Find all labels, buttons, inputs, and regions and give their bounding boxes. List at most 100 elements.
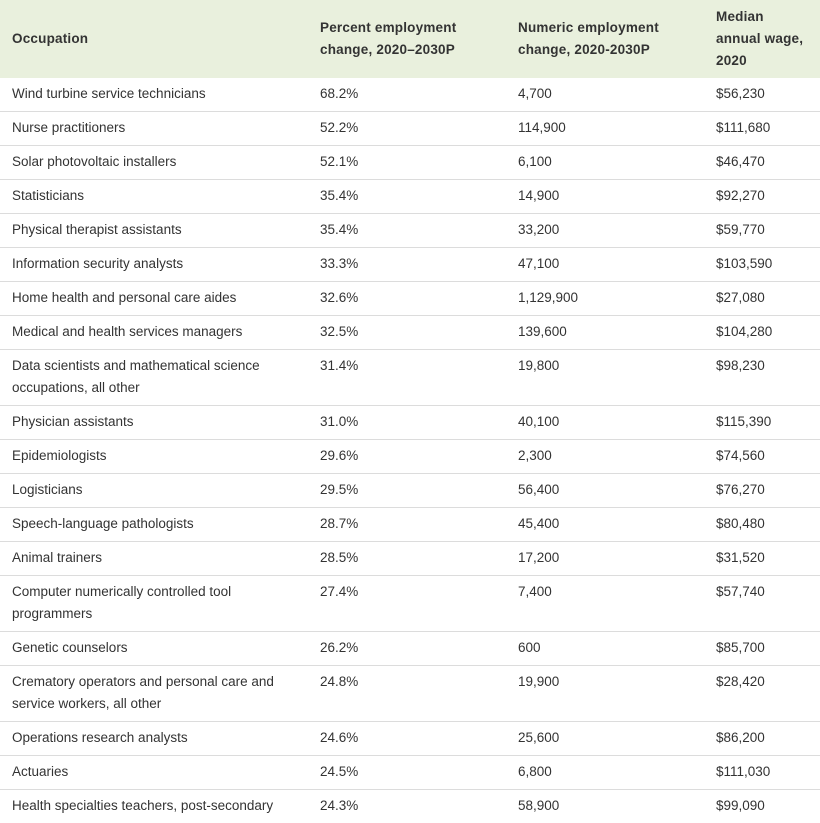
table-cell: Epidemiologists [0,440,308,474]
table-cell: 26.2% [308,632,506,666]
table-cell: 1,129,900 [506,282,704,316]
table-cell: 4,700 [506,78,704,112]
table-cell: 35.4% [308,214,506,248]
header-cell: Numeric employment change, 2020-2030P [506,0,704,78]
table-row: Health specialties teachers, post-second… [0,790,820,823]
table-cell: Animal trainers [0,542,308,576]
table-cell: 52.2% [308,112,506,146]
table-cell: 31.0% [308,406,506,440]
table-cell: $28,420 [704,666,820,722]
table-cell: $98,230 [704,350,820,406]
table-row: Crematory operators and personal care an… [0,666,820,722]
table-cell: 32.6% [308,282,506,316]
table-cell: 600 [506,632,704,666]
table-cell: 24.3% [308,790,506,823]
table-cell: 29.6% [308,440,506,474]
table-cell: 24.8% [308,666,506,722]
table-cell: $80,480 [704,508,820,542]
table-cell: Physical therapist assistants [0,214,308,248]
table-cell: $27,080 [704,282,820,316]
header-cell: Occupation [0,0,308,78]
table-cell: 114,900 [506,112,704,146]
table-cell: $56,230 [704,78,820,112]
table-cell: Operations research analysts [0,722,308,756]
table-cell: 31.4% [308,350,506,406]
table-cell: 24.5% [308,756,506,790]
page: {"table": { "header": ["Occupation", "Pe… [0,0,820,798]
header-cell: Median annual wage, 2020 [704,0,820,78]
table-cell: $103,590 [704,248,820,282]
table-cell: 7,400 [506,576,704,632]
table-cell: Actuaries [0,756,308,790]
table-cell: Statisticians [0,180,308,214]
table-cell: 139,600 [506,316,704,350]
table-cell: Solar photovoltaic installers [0,146,308,180]
table-cell: Health specialties teachers, post-second… [0,790,308,823]
table-cell: 56,400 [506,474,704,508]
table-cell: $46,470 [704,146,820,180]
table-cell: 52.1% [308,146,506,180]
table-cell: $115,390 [704,406,820,440]
table-cell: 45,400 [506,508,704,542]
table-cell: Physician assistants [0,406,308,440]
table-cell: Home health and personal care aides [0,282,308,316]
table-cell: $74,560 [704,440,820,474]
table-cell: Genetic counselors [0,632,308,666]
table-cell: $92,270 [704,180,820,214]
table-cell: 68.2% [308,78,506,112]
table-cell: $99,090 [704,790,820,823]
table-cell: 19,800 [506,350,704,406]
table-cell: $111,030 [704,756,820,790]
table-cell: Speech-language pathologists [0,508,308,542]
table-cell: 40,100 [506,406,704,440]
table-cell: Information security analysts [0,248,308,282]
table-cell: 58,900 [506,790,704,823]
table-cell: $104,280 [704,316,820,350]
table-cell: 33.3% [308,248,506,282]
table-row: Computer numerically controlled tool pro… [0,576,820,632]
table-cell: $59,770 [704,214,820,248]
table-cell: 14,900 [506,180,704,214]
table-row: Data scientists and mathematical science… [0,350,820,406]
table-cell: Crematory operators and personal care an… [0,666,308,722]
table-cell: 33,200 [506,214,704,248]
table-cell: $31,520 [704,542,820,576]
table-cell: Computer numerically controlled tool pro… [0,576,308,632]
table-cell: Logisticians [0,474,308,508]
table-cell: $85,700 [704,632,820,666]
table-cell: 27.4% [308,576,506,632]
table-cell: 32.5% [308,316,506,350]
table-cell: Medical and health services managers [0,316,308,350]
header-cell: Percent employment change, 2020–2030P [308,0,506,78]
table-cell: 25,600 [506,722,704,756]
table-cell: Data scientists and mathematical science… [0,350,308,406]
table-cell: $57,740 [704,576,820,632]
table-cell: $111,680 [704,112,820,146]
table-cell: Nurse practitioners [0,112,308,146]
table-cell: 35.4% [308,180,506,214]
table-cell: 29.5% [308,474,506,508]
table-cell: 6,100 [506,146,704,180]
table-cell: 17,200 [506,542,704,576]
table-cell: 2,300 [506,440,704,474]
table-cell: 47,100 [506,248,704,282]
table-cell: $76,270 [704,474,820,508]
table-cell: 19,900 [506,666,704,722]
